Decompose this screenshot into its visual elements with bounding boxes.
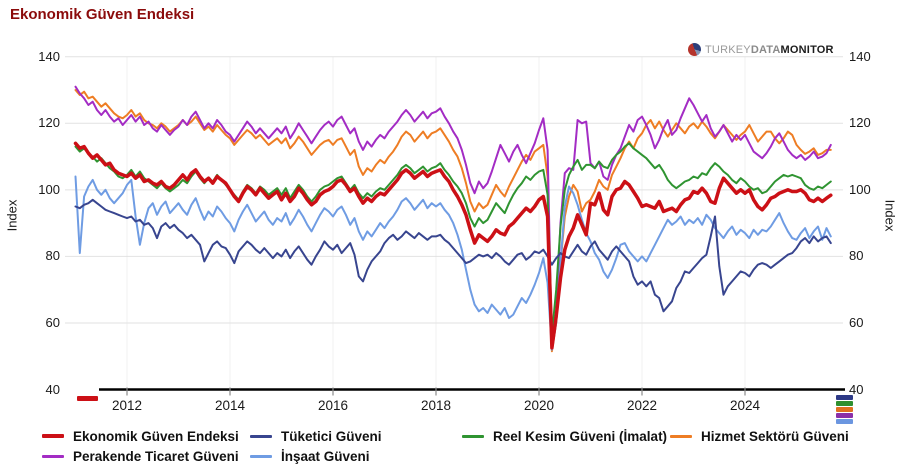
y-axis-tick-label-left: 120 bbox=[38, 115, 60, 131]
y-axis-tick-label-right: 100 bbox=[849, 181, 871, 197]
series-line bbox=[73, 141, 833, 350]
legend-swatch-icon bbox=[42, 454, 64, 458]
y-axis-tick-label-right: 60 bbox=[849, 314, 864, 330]
right-axis-series-marker bbox=[836, 395, 853, 400]
legend-swatch-icon bbox=[462, 434, 484, 438]
legend-item-6[interactable]: İnşaat Güveni bbox=[250, 446, 462, 466]
x-axis-tick-label: 2020 bbox=[523, 398, 555, 413]
x-axis-tick-label: 2012 bbox=[111, 398, 143, 413]
y-axis-tick-label-right: 80 bbox=[849, 248, 864, 264]
series-line bbox=[74, 85, 832, 349]
legend-item-4[interactable]: Hizmet Sektörü Güveni bbox=[670, 426, 862, 446]
right-axis-series-marker bbox=[836, 419, 853, 424]
legend-item-2[interactable]: Tüketici Güveni bbox=[250, 426, 462, 446]
x-axis-tick-label: 2016 bbox=[317, 398, 349, 413]
series-line bbox=[74, 89, 832, 353]
legend-swatch-icon bbox=[250, 434, 272, 438]
series-line bbox=[74, 175, 832, 351]
legend: Ekonomik Güven Endeksi Tüketici Güveni Ree… bbox=[42, 426, 862, 466]
legend-label: Perakende Ticaret Güveni bbox=[73, 448, 239, 464]
x-axis-tick-label: 2022 bbox=[626, 398, 658, 413]
y-axis-tick-label-right: 40 bbox=[849, 381, 864, 397]
legend-label: Hizmet Sektörü Güveni bbox=[701, 428, 849, 444]
watermark-logo: TURKEYDATAMONITOR bbox=[688, 43, 834, 56]
legend-item-5[interactable]: Perakende Ticaret Güveni bbox=[42, 446, 250, 466]
right-axis-series-marker bbox=[836, 401, 853, 406]
right-axis-series-marker bbox=[836, 413, 853, 418]
y-axis-tick-label-left: 40 bbox=[45, 381, 60, 397]
chart-title: Ekonomik Güven Endeksi bbox=[10, 6, 195, 23]
right-axis-series-marker bbox=[836, 407, 853, 412]
x-axis-tick-label: 2018 bbox=[420, 398, 452, 413]
legend-swatch-icon bbox=[250, 454, 272, 458]
legend-label: Tüketici Güveni bbox=[281, 428, 382, 444]
left-axis-series-marker bbox=[77, 396, 98, 401]
x-axis-tick-label: 2014 bbox=[214, 398, 246, 413]
legend-item-3[interactable]: Reel Kesim Güveni (İmalat) bbox=[462, 426, 670, 446]
y-axis-tick-label-left: 60 bbox=[45, 314, 60, 330]
legend-swatch-icon bbox=[670, 434, 692, 438]
y-axis-tick-label-left: 140 bbox=[38, 48, 60, 64]
legend-swatch-icon bbox=[42, 433, 64, 439]
y-axis-tick-label-left: 80 bbox=[45, 248, 60, 264]
y-axis-tick-label-right: 120 bbox=[849, 115, 871, 131]
x-axis-tick-label: 2024 bbox=[729, 398, 761, 413]
y-axis-tick-label-left: 100 bbox=[38, 181, 60, 197]
turkeydatamonitor-pie-icon bbox=[688, 43, 701, 56]
watermark-text: TURKEYDATAMONITOR bbox=[705, 43, 834, 56]
legend-label: Reel Kesim Güveni (İmalat) bbox=[493, 428, 668, 444]
legend-label: İnşaat Güveni bbox=[281, 448, 370, 464]
y-axis-tick-label-right: 140 bbox=[849, 48, 871, 64]
legend-item-1[interactable]: Ekonomik Güven Endeksi bbox=[42, 426, 250, 446]
series-line bbox=[74, 198, 832, 313]
legend-label: Ekonomik Güven Endeksi bbox=[73, 428, 239, 444]
